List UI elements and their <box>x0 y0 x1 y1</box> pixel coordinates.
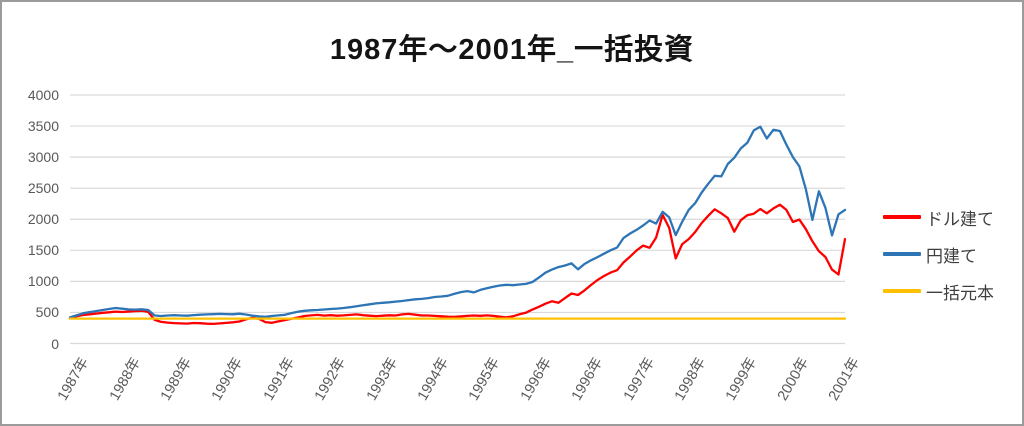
y-tick-label: 1500 <box>27 242 59 259</box>
legend-item-jpy: 円建て <box>883 242 994 266</box>
legend-label-usd: ドル建て <box>926 209 994 229</box>
y-tick-label: 1000 <box>27 273 59 290</box>
y-tick-label: 0 <box>51 335 59 352</box>
chart-title: 1987年～2001年_一括投資 <box>329 34 695 66</box>
series-line-jpy <box>68 125 847 319</box>
y-tick-label: 3500 <box>27 118 59 135</box>
legend-label-principal: 一括元本 <box>926 283 994 303</box>
legend: ドル建て円建て一括元本 <box>883 205 994 316</box>
legend-swatch-principal <box>883 289 921 293</box>
y-tick-label: 3000 <box>27 149 59 166</box>
legend-swatch-usd <box>883 215 921 219</box>
y-tick-label: 2000 <box>27 211 59 228</box>
y-tick-label: 2500 <box>27 180 59 197</box>
y-tick-label: 500 <box>35 304 59 321</box>
legend-label-jpy: 円建て <box>926 246 977 266</box>
legend-item-principal: 一括元本 <box>883 279 994 303</box>
series-line-usd <box>68 203 847 326</box>
legend-item-usd: ドル建て <box>883 205 994 229</box>
legend-swatch-jpy <box>883 252 921 256</box>
y-tick-label: 4000 <box>27 87 59 103</box>
